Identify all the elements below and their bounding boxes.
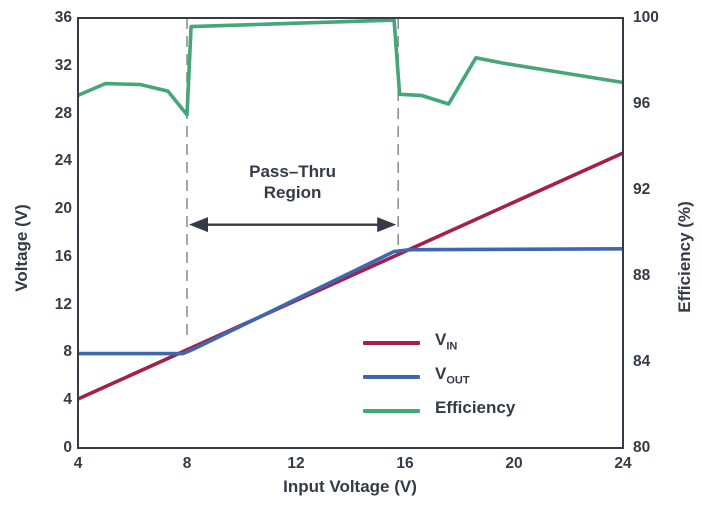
x-tick-label: 8 (182, 455, 192, 472)
annotation-line1: Pass–Thru (249, 162, 337, 181)
x-axis-label: Input Voltage (V) (283, 477, 417, 496)
vin-line-swatch (363, 341, 420, 345)
y-right-tick-label: 92 (633, 181, 651, 198)
y-right-tick-label: 100 (633, 9, 659, 26)
y-right-tick-label: 80 (633, 439, 651, 456)
pass-thru-arrowhead-right (377, 217, 397, 233)
vout-line-swatch (363, 375, 420, 379)
y-right-tick-label: 96 (633, 95, 651, 112)
y-left-tick-label: 24 (54, 152, 72, 170)
y-left-tick-label: 8 (63, 343, 72, 361)
efficiency-line (77, 18, 624, 117)
y-left-tick-label: 0 (63, 439, 72, 456)
y-left-tick-label: 4 (63, 391, 72, 409)
y-left-tick-label: 36 (54, 9, 72, 26)
pass-thru-arrowhead-left (189, 217, 208, 233)
x-tick-label: 16 (396, 455, 414, 472)
legend-label-vout: VOUT (435, 363, 470, 387)
x-tick-label: 20 (505, 455, 523, 472)
efficiency-line-swatch (363, 409, 420, 413)
legend-item-efficiency: Efficiency (363, 394, 515, 428)
legend-item-vout: VOUT (363, 360, 515, 394)
y-left-tick-label: 32 (54, 56, 72, 74)
vin-line (77, 151, 624, 401)
legend: VIN VOUT Efficiency (363, 326, 515, 428)
y-left-tick-label: 28 (54, 104, 72, 122)
legend-label-vin: VIN (435, 329, 458, 353)
vout-line (78, 247, 624, 356)
x-tick-label: 24 (614, 455, 632, 472)
y-left-tick-label: 12 (54, 295, 72, 313)
y-right-tick-label: 88 (633, 267, 651, 284)
x-tick-label: 4 (73, 455, 83, 472)
x-tick-label: 12 (287, 455, 305, 472)
y-left-tick-label: 20 (54, 200, 72, 218)
annotation-line2: Region (263, 183, 322, 202)
legend-item-vin: VIN (363, 326, 515, 360)
y-axis-label-right: Efficiency (%) (675, 201, 694, 313)
y-axis-label-left: Voltage (V) (12, 204, 31, 292)
plot-frame (77, 17, 624, 449)
legend-label-efficiency: Efficiency (435, 397, 516, 417)
y-right-tick-label: 84 (633, 353, 651, 370)
y-left-tick-label: 16 (54, 247, 72, 265)
pass-thru-annotation: Pass–Thru Region (249, 161, 336, 203)
